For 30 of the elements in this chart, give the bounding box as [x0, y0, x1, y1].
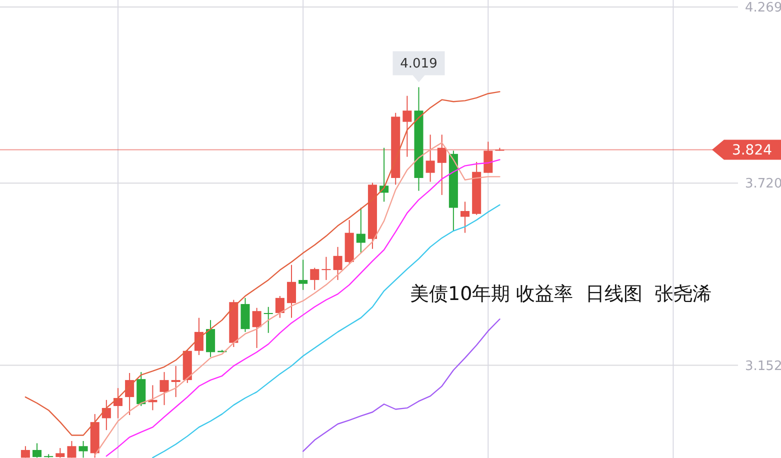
candlestick: [113, 388, 122, 419]
annotation: 4.019: [400, 56, 438, 72]
candlestick: [310, 267, 320, 290]
candlestick: [194, 317, 204, 356]
line-series: [302, 318, 500, 452]
text: 美债10年期 收益率 日线图 张尧浠: [410, 283, 712, 305]
candlestick: [171, 365, 180, 398]
candlestick: [286, 264, 296, 318]
candlestick: [298, 259, 308, 290]
candlestick: [356, 207, 366, 254]
candlestick: [32, 442, 42, 458]
candlestick: [206, 320, 216, 358]
ref-line-label: 3.824: [732, 142, 772, 159]
candlestick: [402, 95, 412, 158]
candlestick: [160, 372, 169, 406]
candlestick: [322, 256, 331, 280]
candlestick: [275, 296, 284, 318]
candlestick: [56, 448, 65, 458]
candlestick: [460, 201, 470, 234]
candlestick: [78, 440, 88, 458]
y-tick-label: 4.269: [745, 0, 781, 16]
y-tick-label: 3.720: [745, 176, 781, 192]
y-tick-label: 3.152: [745, 358, 781, 374]
candlestick: [426, 134, 435, 182]
candlestick: [484, 141, 493, 174]
candlestick: [333, 246, 342, 280]
candlestick: [264, 306, 273, 334]
candlestick: [67, 440, 76, 458]
candlestick: [252, 307, 262, 348]
candlestick: [437, 134, 446, 196]
